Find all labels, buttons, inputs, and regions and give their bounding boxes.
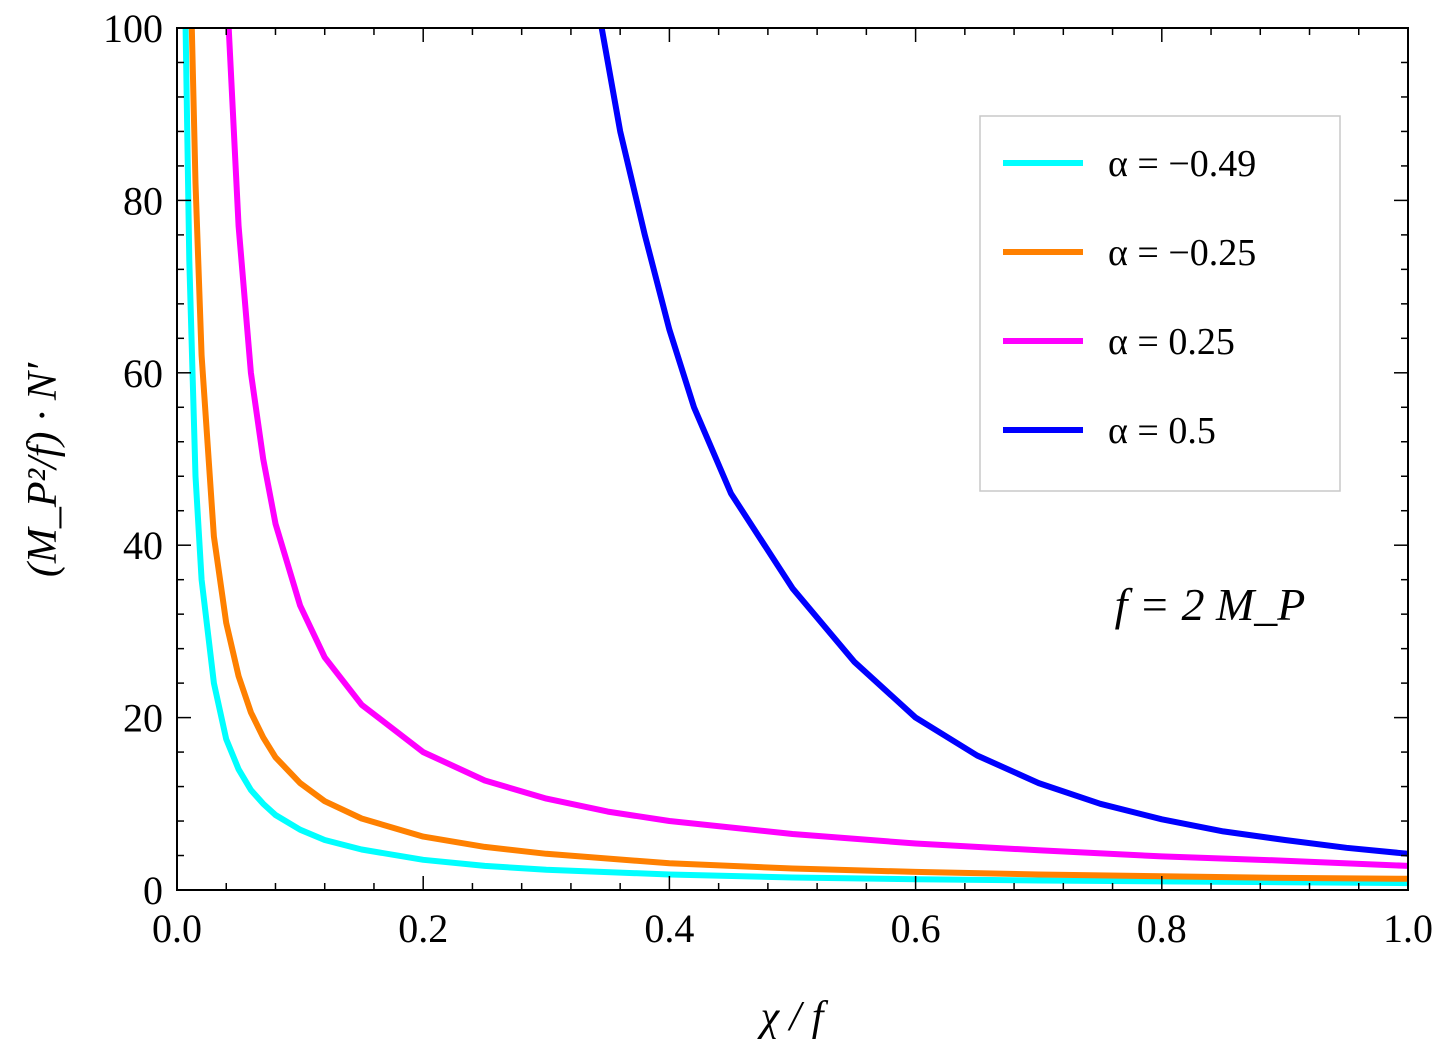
tick-labels: 0.0 0.2 0.4 0.6 0.8 1.0 0 20 40 60 80 100: [103, 6, 1433, 951]
series-layer: [182, 28, 1408, 887]
legend-label-3: α = 0.25: [1108, 321, 1235, 363]
legend-label-1: α = −0.49: [1108, 143, 1256, 185]
y-tick-label: 60: [123, 351, 163, 396]
legend: α = −0.49 α = −0.25 α = 0.25 α = 0.5: [979, 115, 1341, 492]
series-line-2: [188, 28, 1408, 882]
y-axis-title-text: (M_P²/f) · N′: [20, 362, 66, 577]
y-tick-label: 40: [123, 523, 163, 568]
x-tick-label: 0.6: [891, 906, 941, 951]
series-line-3: [225, 28, 1408, 869]
legend-label-4: α = 0.5: [1108, 410, 1216, 452]
y-tick-label: 80: [123, 178, 163, 223]
y-axis-title: (M_P²/f) · N′: [20, 362, 66, 577]
series-line-1: [182, 28, 1408, 887]
y-tick-label: 20: [123, 696, 163, 741]
series-line-4: [598, 28, 1408, 857]
x-tick-label: 1.0: [1383, 906, 1433, 951]
y-tick-label: 100: [103, 6, 163, 51]
x-axis-title: χ / f: [757, 994, 829, 1039]
x-tick-label: 0.2: [398, 906, 448, 951]
legend-label-2: α = −0.25: [1108, 232, 1256, 274]
x-tick-label: 0.0: [152, 906, 202, 951]
annotation-f-equals-2mp: f = 2 M_P: [1115, 579, 1306, 630]
y-tick-label: 0: [143, 868, 163, 913]
plot-frame: [176, 27, 1409, 891]
tick-marks: [176, 27, 1409, 891]
x-tick-label: 0.4: [644, 906, 694, 951]
x-tick-label: 0.8: [1137, 906, 1187, 951]
